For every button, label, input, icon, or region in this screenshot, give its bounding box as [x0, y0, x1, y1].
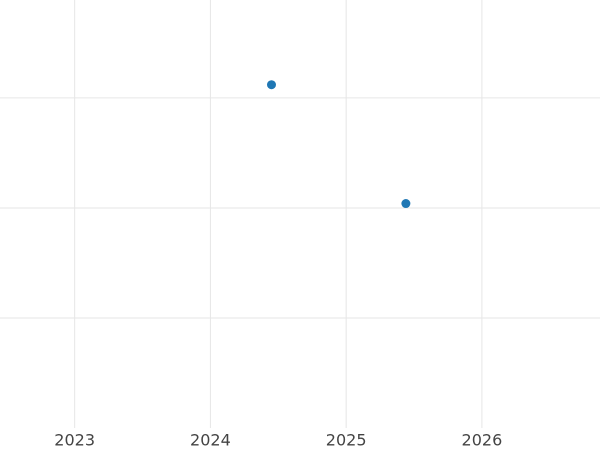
x-tick-label: 2024: [190, 431, 231, 450]
point: [401, 199, 411, 209]
x-tick-label: 2025: [326, 431, 367, 450]
x-tick-label: 2023: [54, 431, 95, 450]
point: [266, 80, 276, 90]
x-tick-label: 2026: [462, 431, 503, 450]
